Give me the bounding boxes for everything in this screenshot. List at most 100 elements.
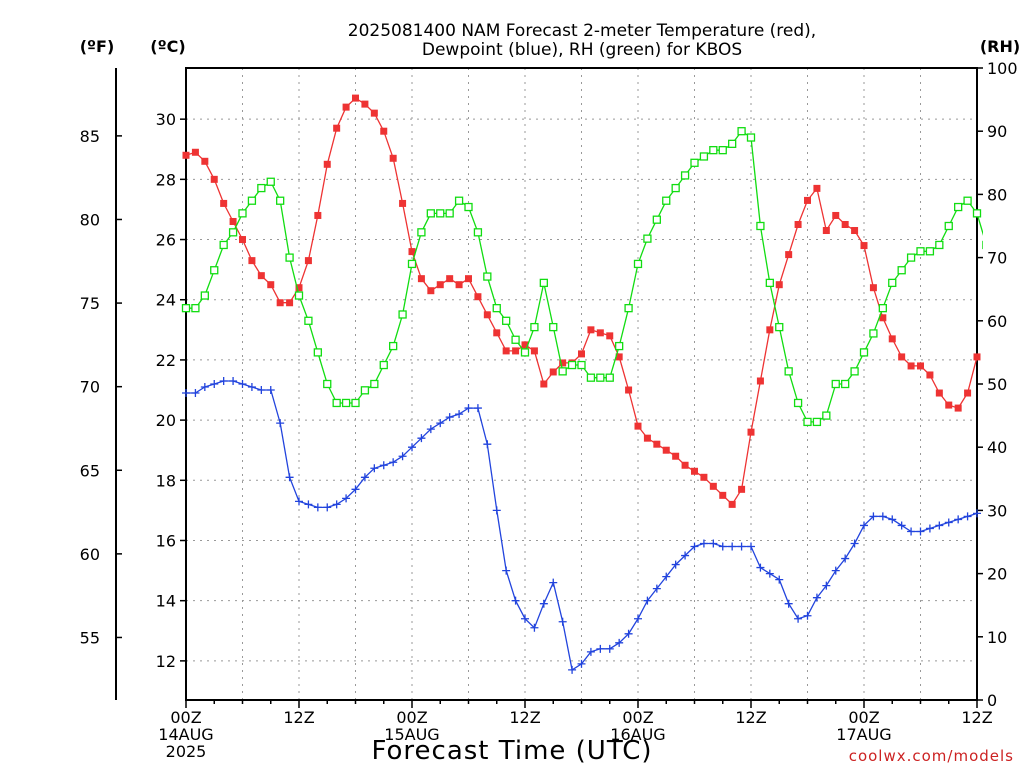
temperature-point — [540, 380, 548, 388]
temperature-point — [201, 157, 209, 165]
rh-point — [737, 127, 746, 136]
rh-point — [445, 209, 454, 218]
x-tick-label: 00Z — [848, 708, 879, 727]
rh-point — [454, 196, 464, 205]
temperature-point — [775, 281, 783, 289]
dewpoint-point — [436, 419, 445, 428]
rh-point — [323, 379, 332, 389]
temperature-point — [295, 284, 303, 292]
rh-point — [765, 278, 774, 288]
temperature-point — [728, 500, 736, 508]
dewpoint-point — [690, 542, 699, 551]
rh-tick-label: 20 — [987, 565, 1007, 584]
temperature-point — [832, 211, 840, 219]
rh-point — [417, 228, 426, 237]
rh-point — [775, 322, 784, 332]
x-axis-label: Forecast Time (UTC) — [371, 736, 652, 766]
celsius-tick-label: 18 — [156, 471, 176, 490]
temperature-point — [662, 446, 670, 454]
temperature-point — [738, 485, 746, 493]
rh-point — [897, 266, 906, 275]
dewpoint-point — [963, 512, 972, 521]
dewpoint-point — [295, 497, 303, 506]
dewpoint-point — [473, 404, 482, 413]
dewpoint-point — [944, 518, 953, 527]
rh-point — [586, 373, 596, 382]
rh-point — [803, 417, 812, 427]
temperature-point — [888, 335, 896, 343]
dewpoint-point — [549, 578, 558, 587]
rh-point — [539, 278, 548, 288]
temperature-point — [276, 299, 284, 307]
dewpoint-point — [671, 560, 680, 569]
temperature-point — [672, 452, 680, 460]
temperature-point — [502, 347, 510, 355]
fahrenheit-tick-label: 55 — [80, 628, 100, 647]
temperature-point — [389, 154, 397, 162]
rh-point — [360, 386, 370, 395]
rh-point — [266, 177, 275, 186]
rh-tick-label: 50 — [987, 375, 1007, 394]
rh-point — [633, 259, 643, 269]
dewpoint-point — [624, 629, 633, 638]
rh-point — [389, 341, 398, 351]
rh-tick-label: 0 — [987, 691, 997, 710]
dewpoint-point — [822, 581, 831, 590]
dewpoint-point — [577, 659, 586, 668]
temperature-point — [954, 404, 962, 412]
dewpoint-point — [681, 551, 690, 560]
temperature-point — [248, 257, 256, 265]
celsius-tick-label: 20 — [156, 411, 176, 430]
dewpoint-point — [276, 419, 285, 428]
dewpoint-point — [803, 611, 812, 620]
celsius-tick-label: 14 — [156, 592, 176, 611]
rh-point — [784, 367, 793, 376]
temperature-point — [973, 353, 981, 361]
temperature-point — [587, 326, 595, 334]
temperature-point — [493, 329, 501, 337]
temperature-point — [399, 199, 407, 207]
dewpoint-point — [342, 494, 351, 503]
temperature-point — [898, 353, 906, 361]
rh-point — [746, 133, 756, 142]
dewpoint-point — [568, 665, 577, 674]
rh-point — [483, 272, 492, 281]
chart-subtitle: Dewpoint (blue), RH (green) for KBOS — [422, 40, 742, 60]
dewpoint-point — [897, 521, 906, 530]
temperature-point — [229, 217, 237, 225]
rh-point — [605, 373, 614, 382]
temperature-point — [719, 491, 727, 499]
rh-point — [756, 221, 765, 231]
rh-tick-label: 100 — [987, 59, 1018, 78]
temperature-point — [926, 371, 934, 379]
dewpoint-point — [313, 503, 322, 512]
rh-point — [228, 228, 238, 237]
temperature-point — [257, 272, 265, 280]
celsius-tick-label: 26 — [156, 231, 176, 250]
dewpoint-point — [539, 599, 548, 608]
dewpoint-point — [907, 527, 916, 536]
dewpoint-point — [492, 506, 501, 515]
dewpoint-point — [182, 389, 190, 398]
temperature-point — [907, 362, 915, 370]
rh-point — [680, 171, 690, 180]
dewpoint-point — [586, 647, 595, 656]
temperature-point — [314, 211, 322, 219]
dewpoint-point — [765, 569, 774, 578]
rh-point — [728, 139, 737, 148]
dewpoint-point — [615, 638, 624, 647]
rh-point — [520, 348, 530, 357]
temperature-point — [446, 275, 454, 283]
temperature-point — [691, 467, 698, 475]
rh-point — [841, 379, 850, 389]
dewpoint-point — [210, 380, 219, 388]
dewpoint-point — [850, 539, 859, 548]
rh-point — [210, 266, 219, 275]
dewpoint-point — [605, 644, 614, 653]
temperature-point — [917, 362, 924, 370]
dewpoint-point — [841, 554, 850, 563]
rh-point — [577, 360, 586, 370]
dewpoint-point — [511, 596, 520, 605]
dewpoint-point — [379, 461, 388, 470]
dewpoint-point — [831, 566, 840, 575]
